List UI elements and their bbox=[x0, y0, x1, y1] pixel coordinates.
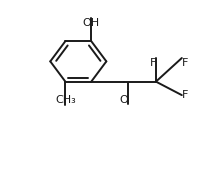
Text: F: F bbox=[182, 90, 188, 100]
Text: OH: OH bbox=[83, 18, 100, 28]
Text: O: O bbox=[119, 95, 128, 105]
Text: F: F bbox=[182, 58, 188, 68]
Text: F: F bbox=[150, 58, 156, 68]
Text: CH₃: CH₃ bbox=[55, 95, 76, 105]
